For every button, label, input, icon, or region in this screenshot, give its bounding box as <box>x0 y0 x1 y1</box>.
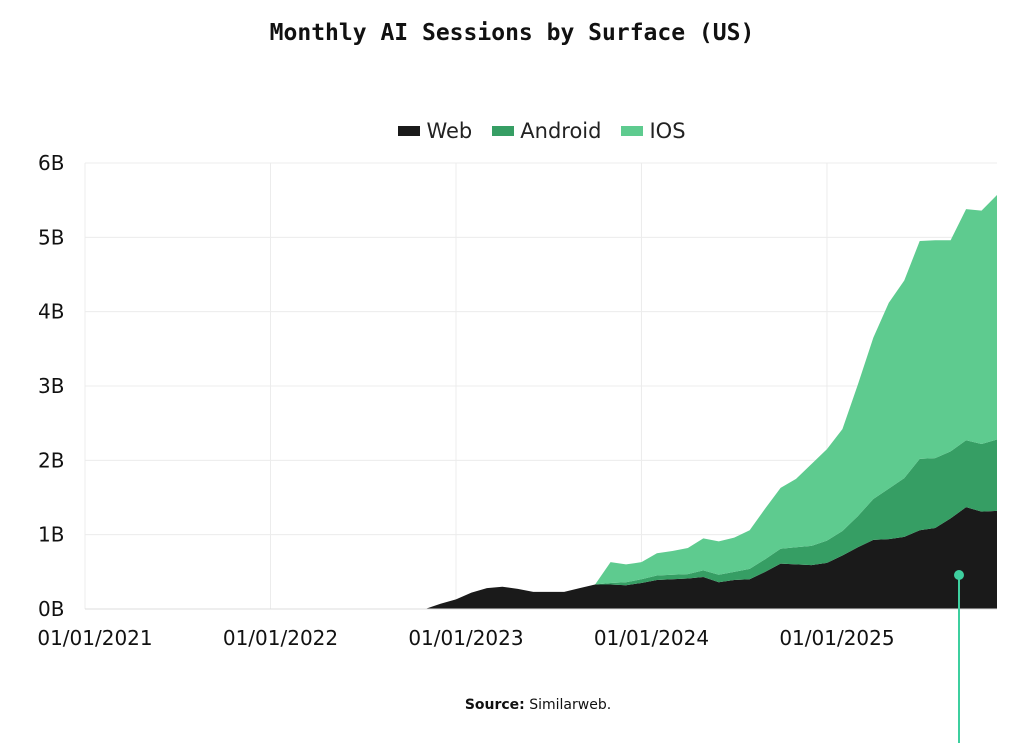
y-tick-label: 4B <box>38 300 64 324</box>
y-tick-label: 6B <box>38 151 64 175</box>
annotation-marker-dot <box>954 570 964 580</box>
x-tick-label: 01/01/2025 <box>779 626 894 650</box>
area-web <box>425 507 997 609</box>
legend-swatch-android <box>492 126 515 136</box>
source-note: Source: Similarweb. <box>0 697 1024 713</box>
legend-item-android: Android <box>492 119 601 143</box>
area-android <box>425 439 997 609</box>
legend-item-web: Web <box>398 119 472 143</box>
y-tick-label: 2B <box>38 448 64 472</box>
source-label: Source: <box>464 697 525 713</box>
legend-label-web: Web <box>426 119 473 143</box>
x-tick-label: 01/01/2023 <box>408 626 523 650</box>
legend-label-ios: IOS <box>649 119 686 143</box>
x-tick-label: 01/01/2021 <box>37 626 152 650</box>
y-tick-label: 5B <box>38 225 64 249</box>
source-text: Similarweb. <box>529 697 612 713</box>
legend-swatch-ios <box>621 126 644 136</box>
legend: Web Android IOS <box>0 119 1024 143</box>
y-tick-label: 3B <box>38 374 64 398</box>
legend-swatch-web <box>398 126 421 136</box>
x-tick-label: 01/01/2024 <box>594 626 709 650</box>
y-tick-label: 1B <box>38 523 64 547</box>
area-ios <box>425 194 997 610</box>
legend-label-android: Android <box>520 119 602 143</box>
chart-title: Monthly AI Sessions by Surface (US) <box>269 20 755 46</box>
y-tick-label: 0B <box>38 597 64 621</box>
legend-item-ios: IOS <box>621 119 686 143</box>
x-tick-label: 01/01/2022 <box>223 626 338 650</box>
